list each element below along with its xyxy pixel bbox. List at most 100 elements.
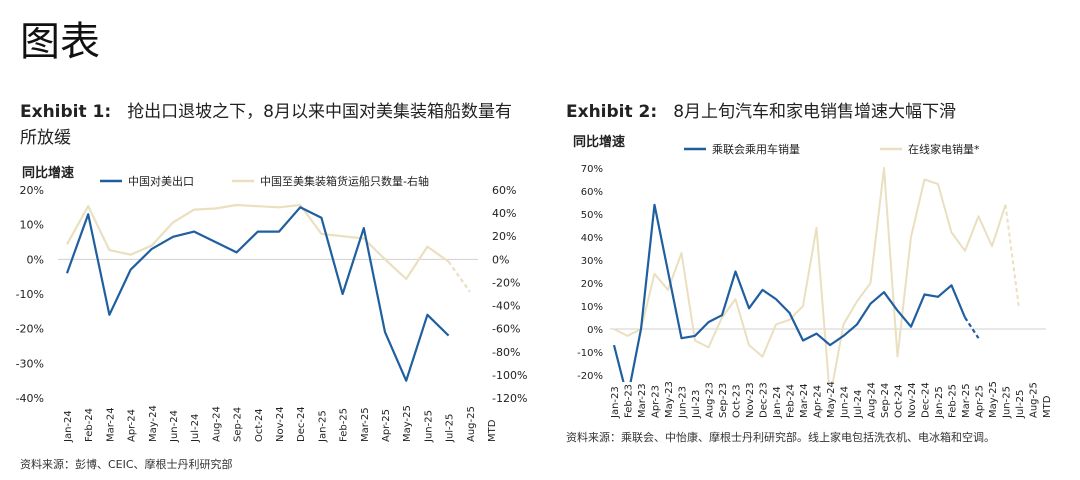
x-tick-label: Mar-24 — [105, 407, 116, 442]
exhibit1-title: Exhibit 1: 抢出口退坡之下，8月以来中国对美集装箱船数量有 所放缓 — [20, 99, 540, 151]
x-tick-label: Jan-24 — [63, 410, 74, 443]
x-tick-label: Jan-25 — [317, 410, 328, 443]
x-tick-label: Apr-23 — [651, 385, 662, 418]
right-tick-label: -80% — [492, 346, 520, 359]
x-tick-label: Jun-24 — [840, 386, 851, 419]
right-tick-label: 0% — [492, 253, 509, 266]
x-tick-label: Jul-24 — [190, 414, 201, 443]
x-tick-label: Sep-24 — [233, 407, 244, 442]
series-cars-line — [612, 203, 967, 382]
x-tick-label: May-25 — [402, 405, 413, 442]
x-tick-label: Oct-24 — [894, 384, 905, 418]
left-tick-label: 20% — [20, 184, 44, 197]
y-axis-title: 同比增速 — [573, 134, 625, 150]
left-tick-label: 0% — [27, 253, 44, 266]
right-tick-label: -60% — [492, 323, 520, 336]
exhibit2-title-text: 8月上旬汽车和家电销售增速大幅下滑 — [673, 102, 957, 122]
x-tick-label: Dec-23 — [759, 382, 770, 418]
series-cars-dashed-segment — [964, 316, 980, 339]
x-tick-label: Nov-24 — [907, 382, 918, 418]
x-tick-label: Apr-25 — [381, 409, 392, 442]
x-tick-label: Apr-24 — [813, 385, 824, 418]
series-ships-line — [66, 203, 450, 281]
exhibit2-label: Exhibit 2: — [566, 102, 658, 122]
x-tick-label: Jul-23 — [691, 390, 702, 419]
y-tick-label: -10% — [577, 348, 603, 359]
x-tick-label: Jan-25 — [934, 386, 945, 419]
x-tick-label: Aug-25 — [466, 406, 477, 442]
exhibit2-title: Exhibit 2: 8月上旬汽车和家电销售增速大幅下滑 — [566, 99, 1066, 125]
x-tick-label: Jun-24 — [169, 410, 180, 443]
exhibit1-label: Exhibit 1: — [20, 102, 112, 122]
y-tick-label: 20% — [581, 279, 603, 290]
x-tick-label: Jan-23 — [610, 386, 621, 419]
x-tick-label: Feb-25 — [339, 408, 350, 442]
x-tick-label: Jun-25 — [1002, 386, 1013, 419]
x-tick-label: Mar-24 — [799, 383, 810, 418]
x-tick-label: MTD — [487, 419, 498, 442]
series-appliances-dashed-segment — [1004, 204, 1020, 309]
y-tick-label: 50% — [581, 210, 603, 221]
x-tick-label: Feb-24 — [84, 408, 95, 442]
x-tick-label: Aug-24 — [211, 406, 222, 442]
legend-label-export: 中国对美出口 — [128, 174, 194, 188]
x-tick-label: May-24 — [826, 381, 837, 418]
right-tick-label: -20% — [492, 276, 520, 289]
y-tick-label: 30% — [581, 256, 603, 267]
right-tick-label: -120% — [492, 392, 527, 405]
right-tick-label: -100% — [492, 369, 527, 382]
exhibit1-title-line2: 所放缓 — [20, 128, 71, 148]
y-tick-label: 10% — [581, 302, 603, 313]
exhibit2-source: 资料来源：乘联会、中怡康、摩根士丹利研究部。线上家电包括洗衣机、电冰箱和空调。 — [566, 431, 995, 444]
x-tick-label: May-25 — [988, 381, 999, 418]
x-tick-label: Feb-25 — [948, 384, 959, 418]
exhibit2-chart: 同比增速 70% 60% 50% 40% 30% 20% 10% 0% -10% -20% Jan-2… — [573, 134, 1053, 419]
left-tick-label: -40% — [16, 392, 44, 405]
x-tick-label: Aug-24 — [867, 382, 878, 418]
y-tick-label: 60% — [581, 187, 603, 198]
x-tick-label: Feb-23 — [624, 384, 635, 418]
x-tick-label: Dec-24 — [296, 406, 307, 442]
x-tick-label: Mar-25 — [360, 407, 371, 442]
x-tick-label: Apr-24 — [127, 409, 138, 442]
right-tick-label: 60% — [492, 184, 516, 197]
left-tick-label: -10% — [16, 288, 44, 301]
x-tick-label: Jul-25 — [445, 414, 456, 443]
x-tick-label: Aug-23 — [705, 382, 716, 418]
series-ships-dashed-segment — [447, 261, 471, 293]
x-tick-label: Oct-24 — [254, 408, 265, 442]
x-tick-label: Jan-24 — [772, 386, 783, 419]
x-tick-label: Aug-25 — [1029, 382, 1040, 418]
y-tick-label: -20% — [577, 371, 603, 382]
right-tick-label: -40% — [492, 300, 520, 313]
legend-label-appliances: 在线家电销量* — [908, 142, 980, 156]
series-appliances-line — [613, 167, 1007, 382]
right-tick-label: 20% — [492, 230, 516, 243]
exhibit1-source: 资料来源：彭博、CEIC、摩根士丹利研究部 — [20, 458, 233, 471]
x-tick-label: Feb-24 — [786, 384, 797, 418]
right-tick-label: 40% — [492, 207, 516, 220]
y-axis-title: 同比增速 — [22, 165, 74, 181]
x-tick-label: Mar-25 — [961, 383, 972, 418]
left-tick-label: 10% — [20, 219, 44, 232]
exhibit1-chart: 同比增速 20% 10% 0% -10% -20% -30% -40% 60% 40% 20% 0% -… — [16, 165, 528, 443]
x-tick-label: MTD — [1042, 395, 1053, 418]
x-tick-label: Oct-23 — [732, 384, 743, 418]
x-tick-label: Sep-23 — [718, 383, 729, 418]
chart2-plot-area — [612, 167, 1020, 382]
y-tick-label: 40% — [581, 233, 603, 244]
x-tick-label: Jul-24 — [853, 390, 864, 419]
y-tick-label: 70% — [581, 164, 603, 175]
left-tick-label: -30% — [16, 357, 44, 370]
x-tick-label: May-24 — [148, 405, 159, 442]
x-tick-label: Sep-24 — [880, 383, 891, 418]
x-tick-label: May-23 — [664, 381, 675, 418]
legend-label-ships: 中国至美集装箱货运船只数量-右轴 — [260, 174, 429, 188]
left-tick-label: -20% — [16, 323, 44, 336]
x-tick-label: Mar-23 — [637, 383, 648, 418]
series-export-line — [65, 206, 450, 382]
x-tick-label: Jun-23 — [678, 386, 689, 419]
x-tick-label: Dec-24 — [921, 382, 932, 418]
x-tick-label: Nov-24 — [275, 406, 286, 442]
x-tick-label: Apr-25 — [975, 385, 986, 418]
